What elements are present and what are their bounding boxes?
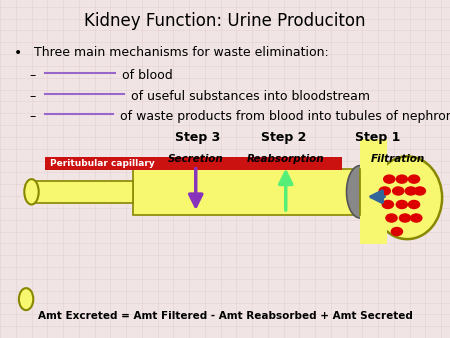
Ellipse shape	[24, 179, 39, 204]
Text: Kidney Function: Urine Produciton: Kidney Function: Urine Produciton	[84, 12, 366, 30]
Text: Secretion: Secretion	[168, 154, 224, 164]
Bar	[45, 157, 342, 170]
Circle shape	[378, 186, 391, 196]
Text: Filtration: Filtration	[371, 154, 425, 164]
Text: Three main mechanisms for waste elimination:: Three main mechanisms for waste eliminat…	[34, 46, 328, 58]
Text: Amt Excreted = Amt Filtered - Amt Reabsorbed + Amt Secreted: Amt Excreted = Amt Filtered - Amt Reabso…	[37, 311, 413, 321]
Text: of useful substances into bloodstream: of useful substances into bloodstream	[127, 90, 370, 102]
Circle shape	[391, 227, 403, 236]
Circle shape	[396, 200, 408, 209]
Text: –: –	[29, 90, 36, 102]
Circle shape	[408, 200, 420, 209]
Text: –: –	[29, 110, 36, 123]
Bar	[133, 169, 360, 215]
Circle shape	[392, 186, 405, 196]
Text: Step 1: Step 1	[356, 131, 400, 144]
Text: Peritubular capillary: Peritubular capillary	[50, 159, 154, 168]
Text: of blood: of blood	[118, 69, 173, 82]
Text: Step 3: Step 3	[176, 131, 220, 144]
Circle shape	[414, 186, 426, 196]
Circle shape	[408, 174, 420, 184]
Text: –: –	[29, 69, 36, 82]
Circle shape	[382, 200, 394, 209]
Circle shape	[410, 213, 423, 223]
Circle shape	[405, 186, 417, 196]
Text: Reabsorption: Reabsorption	[247, 154, 324, 164]
Ellipse shape	[373, 156, 442, 239]
Circle shape	[396, 174, 408, 184]
Bar	[360, 140, 387, 244]
Ellipse shape	[346, 166, 374, 218]
Circle shape	[385, 213, 398, 223]
Bar	[32, 181, 133, 203]
Text: Step 2: Step 2	[261, 131, 306, 144]
Circle shape	[399, 213, 411, 223]
Ellipse shape	[19, 288, 33, 310]
Circle shape	[383, 174, 396, 184]
Text: of waste products from blood into tubules of nephron.: of waste products from blood into tubule…	[116, 110, 450, 123]
Text: •: •	[14, 46, 22, 59]
